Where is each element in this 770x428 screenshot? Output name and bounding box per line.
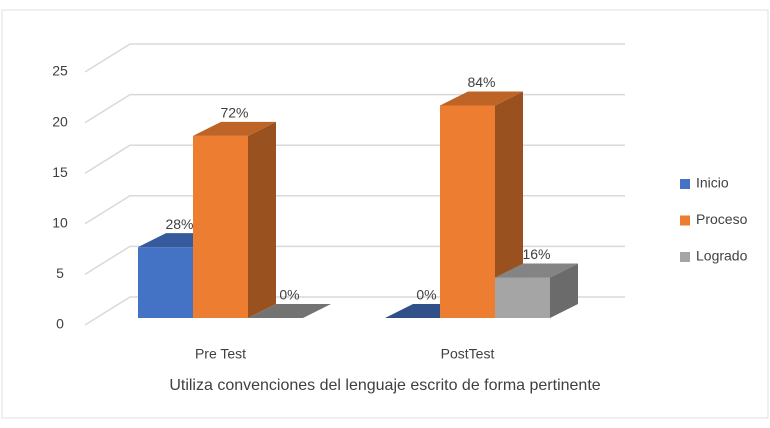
- grid-line: [84, 93, 625, 124]
- legend-label: Proceso: [696, 211, 748, 227]
- value-label: 84%: [467, 74, 495, 90]
- value-label: 0%: [416, 287, 436, 303]
- x-axis-label: Utiliza convenciones del lenguaje escrit…: [169, 377, 600, 394]
- value-label: 28%: [165, 216, 193, 232]
- y-tick-label: 15: [52, 164, 68, 180]
- bar-top: [193, 121, 276, 136]
- y-tick-label: 25: [52, 63, 68, 79]
- legend-swatch: [680, 179, 690, 189]
- bar: [193, 135, 248, 318]
- bar-side: [550, 263, 578, 318]
- bar-top: [440, 91, 523, 106]
- legend-label: Logrado: [696, 248, 748, 264]
- value-label: 16%: [522, 246, 550, 262]
- bar: [440, 105, 495, 318]
- y-tick-label: 0: [56, 316, 64, 332]
- bar-top: [495, 263, 578, 278]
- bar: [495, 277, 550, 318]
- legend-label: Inicio: [696, 175, 729, 191]
- bar: [138, 247, 193, 318]
- value-label: 72%: [220, 105, 248, 121]
- bar-top: [248, 304, 331, 318]
- grid-line: [84, 144, 625, 174]
- bar-side: [495, 91, 523, 318]
- y-tick-label: 10: [52, 215, 68, 231]
- y-tick-label: 20: [52, 113, 68, 129]
- chart-border: [1, 9, 769, 419]
- x-tick-label: Pre Test: [195, 346, 246, 362]
- value-label: 0%: [279, 287, 299, 303]
- x-tick-label: PostTest: [441, 346, 495, 362]
- grid-line: [84, 43, 625, 73]
- legend-swatch: [680, 215, 690, 226]
- bar-side: [248, 121, 276, 318]
- legend-swatch: [680, 252, 690, 262]
- y-tick-label: 5: [56, 265, 64, 281]
